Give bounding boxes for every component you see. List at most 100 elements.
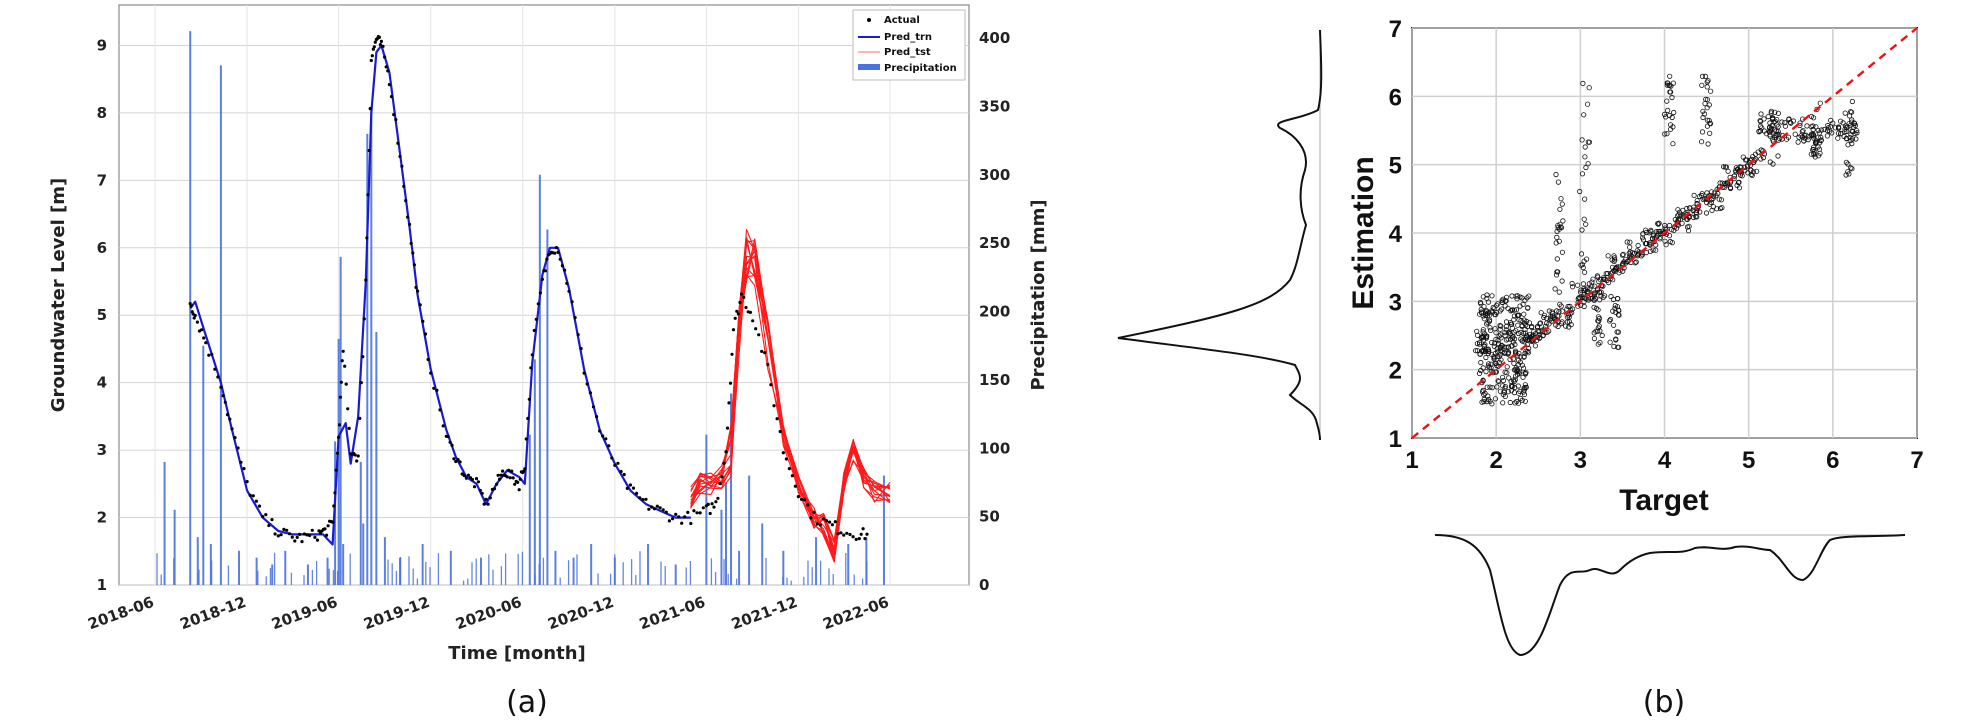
actual-point	[378, 43, 382, 47]
scatter-point	[1578, 287, 1584, 293]
actual-point	[806, 503, 810, 507]
scatter-point	[1768, 110, 1774, 116]
actual-point	[366, 193, 370, 197]
scatter-point	[1602, 293, 1608, 299]
scatter-point	[1480, 334, 1487, 340]
scatter-point	[1556, 289, 1562, 295]
scatter-point	[1503, 337, 1510, 343]
actual-point	[332, 504, 336, 508]
actual-point	[347, 426, 351, 430]
actual-point	[824, 519, 829, 523]
scatter-point	[1675, 207, 1681, 213]
scatter-point	[1554, 313, 1561, 319]
scatter-point	[1487, 384, 1493, 390]
scatter-point	[1582, 196, 1588, 202]
scatter-point	[1684, 205, 1690, 212]
scatter-point	[1697, 193, 1703, 200]
actual-point	[560, 264, 565, 268]
actual-point	[655, 504, 659, 508]
scatter-point	[1541, 314, 1547, 321]
actual-point	[790, 474, 795, 478]
actual-point	[754, 327, 758, 331]
scatter-point	[1775, 110, 1782, 116]
legend-pred-tst-label: Pred_tst	[884, 47, 931, 58]
actual-point	[189, 304, 193, 308]
scatter-point	[1500, 377, 1507, 384]
scatter-point	[1754, 168, 1760, 174]
actual-point	[334, 468, 338, 472]
scatter-point	[1653, 242, 1659, 248]
scatter-point	[1575, 282, 1581, 288]
actual-point	[619, 469, 623, 474]
actual-point	[213, 367, 217, 371]
scatter-point	[1579, 227, 1585, 233]
actual-point	[438, 408, 442, 412]
scatter-point	[1538, 310, 1544, 316]
scatter-point	[1512, 351, 1519, 357]
y-tick-label-b: 7	[1389, 16, 1402, 43]
scatter-point	[1500, 383, 1506, 389]
actual-point	[287, 532, 292, 536]
scatter-point	[1496, 378, 1502, 385]
scatter-point	[1691, 192, 1697, 198]
scatter-point	[1577, 188, 1583, 195]
scatter-point	[1666, 112, 1672, 119]
actual-point	[448, 440, 452, 444]
actual-point	[432, 386, 436, 390]
scatter-point	[1684, 224, 1691, 230]
scatter-point	[1512, 341, 1518, 348]
scatter-point	[1536, 329, 1542, 335]
actual-point	[710, 502, 714, 506]
actual-point	[290, 535, 294, 539]
scatter-point	[1723, 182, 1729, 188]
scatter-point	[1849, 141, 1855, 147]
actual-point	[362, 317, 366, 321]
actual-point	[476, 480, 480, 484]
scatter-point	[1484, 313, 1491, 319]
scatter-point	[1585, 139, 1591, 145]
scatter-point	[1640, 231, 1646, 237]
actual-point	[631, 486, 636, 490]
scatter-point	[1670, 141, 1676, 147]
actual-point	[728, 381, 733, 385]
scatter-point	[1504, 370, 1510, 376]
scatter-point	[1701, 111, 1708, 117]
scatter-point	[1779, 119, 1785, 125]
scatter-point	[1522, 297, 1528, 303]
scatter-point	[1669, 227, 1675, 233]
scatter-point	[1486, 348, 1492, 354]
actual-point	[706, 502, 710, 506]
scatter-point	[1846, 121, 1852, 127]
scatter-point	[1566, 312, 1572, 318]
actual-point	[865, 532, 869, 536]
actual-point	[553, 251, 557, 255]
actual-point	[845, 531, 849, 535]
scatter-point	[1671, 227, 1677, 233]
actual-point	[384, 65, 388, 69]
scatter-point	[1770, 161, 1776, 167]
actual-point	[221, 394, 225, 398]
scatter-point	[1607, 339, 1613, 345]
scatter-point	[1525, 350, 1532, 356]
actual-point	[641, 498, 645, 502]
scatter-point	[1489, 384, 1495, 391]
scatter-point	[1615, 296, 1621, 302]
actual-point	[236, 446, 240, 450]
scatter-point	[1537, 320, 1543, 327]
actual-point	[527, 397, 531, 401]
scatter-point	[1627, 244, 1633, 250]
plot-area-a	[118, 4, 970, 586]
scatter-point	[1662, 225, 1668, 231]
actual-point	[346, 407, 350, 411]
scatter-point	[1669, 94, 1675, 101]
scatter-point	[1843, 159, 1850, 165]
actual-point	[582, 371, 586, 375]
scatter-point	[1704, 84, 1710, 90]
scatter-point	[1500, 391, 1506, 397]
scatter-point	[1620, 251, 1626, 257]
actual-point	[225, 413, 230, 417]
actual-point	[591, 405, 596, 409]
actual-point	[751, 319, 755, 323]
actual-point	[667, 519, 672, 523]
scatter-point	[1581, 303, 1587, 310]
